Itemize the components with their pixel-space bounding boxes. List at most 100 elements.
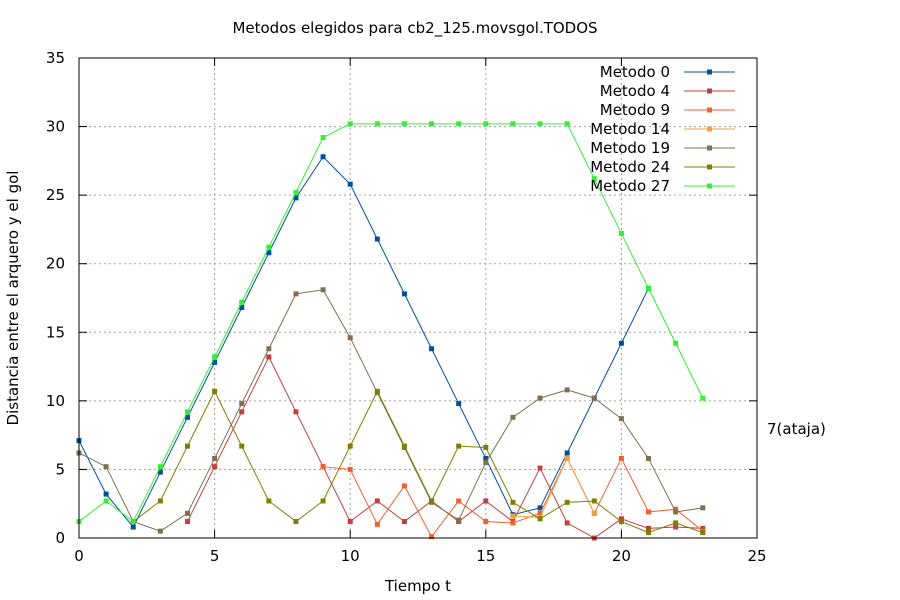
data-point [239,305,245,311]
data-point [212,455,218,461]
data-point [700,525,706,531]
data-point [564,520,570,526]
data-point [673,520,679,526]
data-point [401,443,407,449]
legend-label: Metodo 24 [590,158,670,176]
data-point [266,250,272,256]
data-point [347,121,353,127]
series-line-metodo-19 [78,289,703,532]
data-point [673,340,679,346]
series-metodo-27 [76,121,706,525]
data-point [429,534,435,540]
data-point [564,121,570,127]
data-point [591,510,597,516]
data-point [537,121,543,127]
legend-label: Metodo 27 [590,177,670,195]
y-tick-label: 10 [46,392,65,410]
data-point [646,509,652,515]
data-point [564,499,570,505]
data-point [429,498,435,504]
data-point [673,506,679,512]
data-point [537,505,543,511]
data-point [347,466,353,472]
legend-swatch-marker [707,126,712,132]
data-point [510,414,516,420]
legend-label: Metodo 9 [600,101,670,119]
x-tick-label: 0 [74,547,84,565]
data-point [537,510,543,516]
data-point [510,513,516,519]
data-point [347,443,353,449]
legend-swatch-marker [707,69,712,75]
data-point [700,395,706,401]
data-point [700,530,706,536]
data-point [374,521,380,527]
legend-label: Metodo 14 [590,120,670,138]
data-point [646,455,652,461]
data-point [320,135,326,141]
series-line-metodo-24 [132,390,703,534]
legend-swatch-marker [707,183,712,189]
y-tick-label: 20 [46,255,65,273]
series-metodo-19 [76,287,706,534]
data-point [429,121,435,127]
data-point [347,181,353,187]
data-point [401,483,407,489]
data-point [374,121,380,127]
data-point [293,291,299,297]
data-point [212,388,218,394]
data-point [646,530,652,536]
data-point [157,528,163,534]
legend-label: Metodo 0 [600,63,670,81]
data-point [483,519,489,525]
x-tick-label: 25 [747,547,766,565]
data-point [483,498,489,504]
legend-swatch-marker [707,164,712,170]
data-point [103,464,109,470]
data-point [266,244,272,250]
data-point [239,409,245,415]
data-point [130,524,136,530]
data-point [239,299,245,305]
data-point [591,176,597,182]
data-point [456,121,462,127]
data-point [320,154,326,160]
data-point [184,510,190,516]
data-point [103,498,109,504]
data-point [320,498,326,504]
annotation-label: 7(ataja) [767,420,826,438]
data-point [374,236,380,242]
data-point [537,395,543,401]
data-point [564,450,570,456]
x-axis-label: Tiempo t [384,577,451,595]
y-axis-label: Distancia entre el arquero y el gol [4,171,22,426]
data-point [429,346,435,352]
y-tick-label: 35 [46,49,65,67]
data-point [537,516,543,522]
series-line-metodo-27 [78,123,704,523]
data-point [103,491,109,497]
legend-label: Metodo 4 [600,82,670,100]
data-point [320,287,326,293]
data-point [510,499,516,505]
data-point [239,443,245,449]
legend-label: Metodo 19 [590,139,670,157]
data-point [483,121,489,127]
legend-swatch-marker [707,88,712,94]
data-point [212,359,218,365]
data-point [537,465,543,471]
data-point [293,195,299,201]
data-point [591,395,597,401]
data-point [293,519,299,525]
chart-title: Metodos elegidos para cb2_125.movsgol.TO… [232,19,597,38]
data-point [673,509,679,515]
data-point [591,498,597,504]
data-point [618,519,624,525]
data-point [320,464,326,470]
y-tick-label: 30 [46,118,65,136]
data-point [293,409,299,415]
data-point [618,340,624,346]
